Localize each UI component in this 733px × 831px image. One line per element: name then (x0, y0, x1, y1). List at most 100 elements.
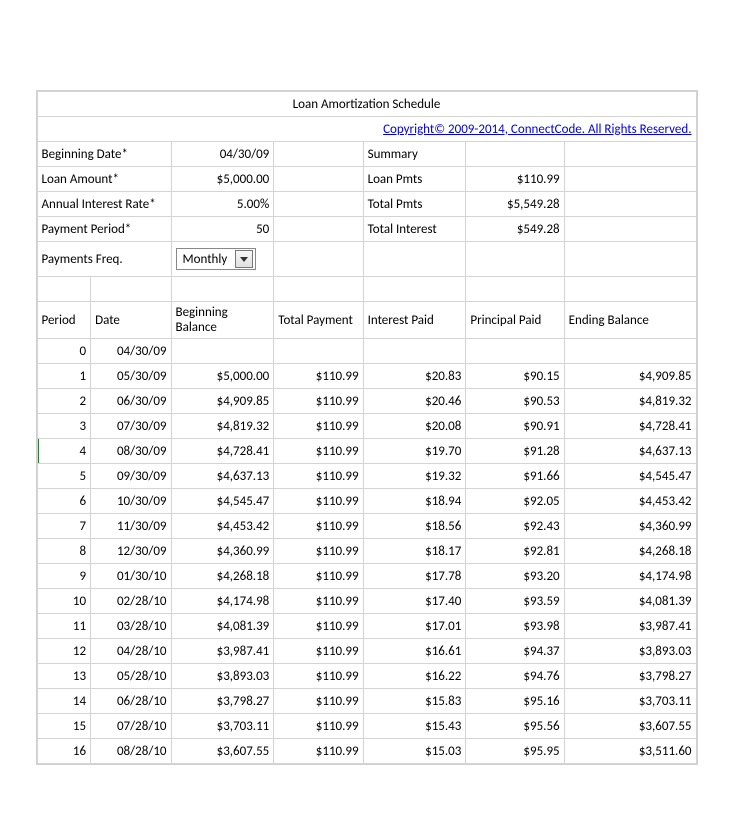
cell-period[interactable]: 12 (37, 639, 91, 664)
cell-period[interactable]: 2 (37, 389, 91, 414)
cell-prin[interactable]: $92.81 (466, 539, 564, 564)
cell-prin[interactable]: $93.20 (466, 564, 564, 589)
cell-period[interactable]: 1 (37, 364, 91, 389)
cell-end[interactable]: $4,081.39 (564, 589, 696, 614)
cell-date[interactable]: 01/30/10 (91, 564, 171, 589)
payment-period-value[interactable]: 50 (171, 217, 274, 242)
cell-tot[interactable]: $110.99 (274, 639, 363, 664)
cell-tot[interactable]: $110.99 (274, 539, 363, 564)
cell-int[interactable]: $17.40 (363, 589, 466, 614)
cell-end[interactable]: $4,819.32 (564, 389, 696, 414)
cell-beg[interactable]: $3,798.27 (171, 689, 274, 714)
cell-beg[interactable]: $4,909.85 (171, 389, 274, 414)
cell-int[interactable]: $17.78 (363, 564, 466, 589)
cell-beg[interactable]: $3,607.55 (171, 739, 274, 764)
beginning-date-value[interactable]: 04/30/09 (171, 142, 274, 167)
cell-int[interactable]: $18.94 (363, 489, 466, 514)
cell-int[interactable]: $19.70 (363, 439, 466, 464)
cell-period[interactable]: 6 (37, 489, 91, 514)
cell-int[interactable]: $16.61 (363, 639, 466, 664)
cell-end[interactable]: $4,909.85 (564, 364, 696, 389)
annual-rate-value[interactable]: 5.00% (171, 192, 274, 217)
cell-tot[interactable] (274, 339, 363, 364)
cell-date[interactable]: 06/30/09 (91, 389, 171, 414)
cell-prin[interactable]: $92.05 (466, 489, 564, 514)
cell-prin[interactable]: $94.76 (466, 664, 564, 689)
cell-beg[interactable]: $4,268.18 (171, 564, 274, 589)
cell-int[interactable]: $17.01 (363, 614, 466, 639)
cell-period[interactable]: 11 (37, 614, 91, 639)
cell-tot[interactable]: $110.99 (274, 739, 363, 764)
loan-amount-value[interactable]: $5,000.00 (171, 167, 274, 192)
cell-beg[interactable]: $4,545.47 (171, 489, 274, 514)
cell-int[interactable]: $15.43 (363, 714, 466, 739)
cell-period[interactable]: 15 (37, 714, 91, 739)
cell-beg[interactable]: $4,453.42 (171, 514, 274, 539)
cell-end[interactable]: $4,728.41 (564, 414, 696, 439)
cell-date[interactable]: 05/30/09 (91, 364, 171, 389)
cell-date[interactable]: 05/28/10 (91, 664, 171, 689)
cell-period[interactable]: 13 (37, 664, 91, 689)
cell-prin[interactable]: $95.16 (466, 689, 564, 714)
cell-period[interactable]: 14 (37, 689, 91, 714)
cell-end[interactable]: $4,453.42 (564, 489, 696, 514)
cell-beg[interactable]: $4,081.39 (171, 614, 274, 639)
cell-prin[interactable]: $91.66 (466, 464, 564, 489)
cell-int[interactable]: $15.83 (363, 689, 466, 714)
cell-int[interactable]: $20.46 (363, 389, 466, 414)
cell-int[interactable] (363, 339, 466, 364)
cell-beg[interactable]: $4,728.41 (171, 439, 274, 464)
cell-period[interactable]: 16 (37, 739, 91, 764)
cell-beg[interactable]: $4,360.99 (171, 539, 274, 564)
cell-end[interactable]: $3,798.27 (564, 664, 696, 689)
cell-int[interactable]: $16.22 (363, 664, 466, 689)
cell-date[interactable]: 07/30/09 (91, 414, 171, 439)
cell-beg[interactable]: $4,637.13 (171, 464, 274, 489)
cell-prin[interactable]: $93.59 (466, 589, 564, 614)
cell-prin[interactable]: $90.53 (466, 389, 564, 414)
cell-end[interactable]: $4,360.99 (564, 514, 696, 539)
cell-beg[interactable]: $4,174.98 (171, 589, 274, 614)
cell-prin[interactable]: $93.98 (466, 614, 564, 639)
cell-tot[interactable]: $110.99 (274, 714, 363, 739)
cell-int[interactable]: $19.32 (363, 464, 466, 489)
cell-date[interactable]: 12/30/09 (91, 539, 171, 564)
cell-beg[interactable]: $3,987.41 (171, 639, 274, 664)
cell-period[interactable]: 10 (37, 589, 91, 614)
cell-prin[interactable]: $90.15 (466, 364, 564, 389)
cell-date[interactable]: 02/28/10 (91, 589, 171, 614)
cell-tot[interactable]: $110.99 (274, 389, 363, 414)
cell-end[interactable] (564, 339, 696, 364)
cell-end[interactable]: $4,545.47 (564, 464, 696, 489)
cell-period[interactable]: 7 (37, 514, 91, 539)
cell-end[interactable]: $4,637.13 (564, 439, 696, 464)
cell-tot[interactable]: $110.99 (274, 614, 363, 639)
cell-beg[interactable]: $3,703.11 (171, 714, 274, 739)
cell-end[interactable]: $3,893.03 (564, 639, 696, 664)
cell-tot[interactable]: $110.99 (274, 439, 363, 464)
cell-period[interactable]: 3 (37, 414, 91, 439)
cell-period[interactable]: 8 (37, 539, 91, 564)
cell-tot[interactable]: $110.99 (274, 489, 363, 514)
cell-end[interactable]: $3,987.41 (564, 614, 696, 639)
cell-date[interactable]: 08/28/10 (91, 739, 171, 764)
cell-int[interactable]: $18.56 (363, 514, 466, 539)
cell-period[interactable]: 5 (37, 464, 91, 489)
cell-prin[interactable] (466, 339, 564, 364)
cell-date[interactable]: 06/28/10 (91, 689, 171, 714)
cell-date[interactable]: 08/30/09 (91, 439, 171, 464)
cell-int[interactable]: $18.17 (363, 539, 466, 564)
cell-tot[interactable]: $110.99 (274, 664, 363, 689)
cell-end[interactable]: $3,607.55 (564, 714, 696, 739)
cell-tot[interactable]: $110.99 (274, 364, 363, 389)
cell-prin[interactable]: $91.28 (466, 439, 564, 464)
cell-beg[interactable]: $5,000.00 (171, 364, 274, 389)
cell-prin[interactable]: $90.91 (466, 414, 564, 439)
cell-date[interactable]: 11/30/09 (91, 514, 171, 539)
cell-int[interactable]: $20.08 (363, 414, 466, 439)
cell-tot[interactable]: $110.99 (274, 689, 363, 714)
cell-tot[interactable]: $110.99 (274, 464, 363, 489)
cell-int[interactable]: $15.03 (363, 739, 466, 764)
cell-tot[interactable]: $110.99 (274, 514, 363, 539)
cell-end[interactable]: $4,174.98 (564, 564, 696, 589)
